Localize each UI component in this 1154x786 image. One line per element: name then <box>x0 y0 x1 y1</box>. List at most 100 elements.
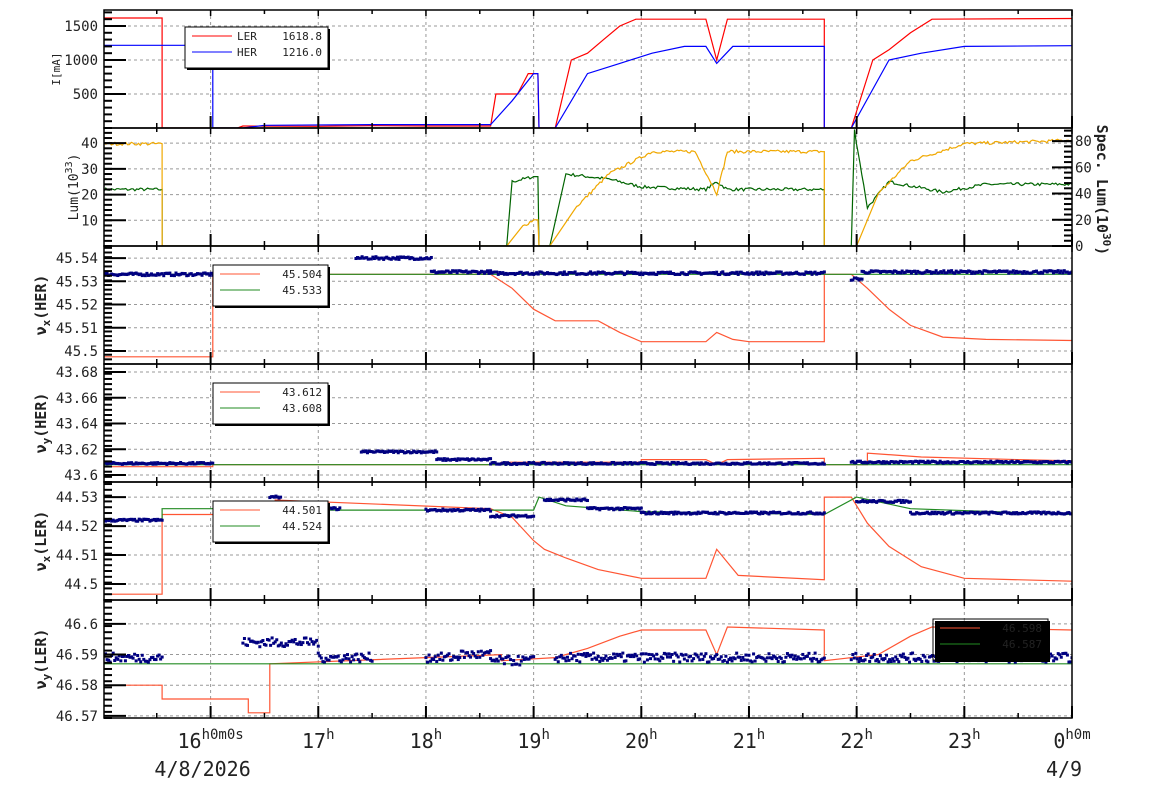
scatter-point <box>445 509 449 513</box>
scatter-point <box>382 450 386 454</box>
y-axis-label: νy(LER) <box>32 629 53 690</box>
scatter-point <box>429 269 433 273</box>
scatter-point <box>727 462 731 466</box>
scatter-point <box>909 271 913 275</box>
y-tick-label: 1000 <box>64 53 98 69</box>
scatter-point <box>422 257 426 261</box>
scatter-point <box>618 270 622 274</box>
scatter-point <box>861 498 865 502</box>
scatter-point <box>613 507 617 511</box>
scatter-point <box>957 460 961 464</box>
scatter-point <box>104 272 108 276</box>
scatter-point <box>793 271 797 275</box>
scatter-point <box>915 657 919 661</box>
label-end: (HER) <box>32 275 50 320</box>
scatter-point <box>587 507 591 511</box>
scatter-point <box>750 660 754 664</box>
scatter-point <box>908 500 912 504</box>
y-tick-label: 45.52 <box>56 298 98 314</box>
scatter-point <box>493 515 497 519</box>
scatter-point <box>435 659 439 663</box>
scatter-point <box>573 499 577 503</box>
scatter-point <box>822 656 826 660</box>
scatter-point <box>442 508 446 512</box>
scatter-point <box>529 515 533 519</box>
scatter-point <box>145 659 149 663</box>
scatter-point <box>892 659 896 663</box>
scatter-point <box>279 495 283 499</box>
scatter-point <box>1015 511 1019 515</box>
scatter-point <box>902 500 906 504</box>
scatter-point <box>470 269 474 273</box>
scatter-point <box>650 512 654 516</box>
scatter-point <box>1024 512 1028 516</box>
scatter-point <box>445 653 449 657</box>
data-layer <box>104 255 1072 358</box>
scatter-point <box>469 270 473 274</box>
scatter-point <box>889 270 893 274</box>
scatter-point <box>759 510 763 514</box>
scatter-point <box>970 510 974 514</box>
scatter-point <box>362 450 366 454</box>
scatter-point <box>784 462 788 466</box>
scatter-point <box>436 457 440 461</box>
scatter-point <box>707 271 711 275</box>
scatter-point <box>590 657 594 661</box>
scatter-point <box>455 458 459 462</box>
scatter-point <box>172 461 176 465</box>
scatter-point <box>636 271 640 275</box>
scatter-point <box>561 497 565 501</box>
scatter-point <box>616 654 620 658</box>
scatter-point <box>959 269 963 273</box>
scatter-point <box>891 460 895 464</box>
scatter-point <box>267 638 271 642</box>
scatter-point <box>443 270 447 274</box>
scatter-point <box>656 461 660 465</box>
scatter-point <box>875 657 879 661</box>
scatter-point <box>558 461 562 465</box>
scatter-point <box>473 508 477 512</box>
scatter-point <box>953 271 957 275</box>
scatter-point <box>256 640 260 644</box>
scatter-point <box>485 458 489 462</box>
scatter-point <box>1058 460 1062 464</box>
scatter-point <box>473 269 477 273</box>
scatter-point <box>1044 269 1048 273</box>
scatter-point <box>160 461 164 465</box>
scatter-point <box>652 654 656 658</box>
scatter-point <box>456 655 460 659</box>
scatter-point <box>140 461 144 465</box>
scatter-point <box>732 656 736 660</box>
scatter-point <box>739 658 743 662</box>
scatter-point <box>470 507 474 511</box>
scatter-point <box>507 272 511 276</box>
scatter-point <box>490 659 494 663</box>
scatter-point <box>550 462 554 466</box>
series-set <box>104 626 1072 714</box>
legend-value: 44.501 <box>282 504 322 517</box>
label-main: Lum(10 <box>67 173 82 220</box>
scatter-point <box>767 461 771 465</box>
scatter-point <box>621 507 625 511</box>
label-end: (LER) <box>32 629 50 674</box>
y-tick-label: 43.66 <box>56 391 98 407</box>
scatter-point <box>934 460 938 464</box>
scatter-point <box>725 272 729 276</box>
scatter-point <box>715 512 719 516</box>
scatter-point <box>613 270 617 274</box>
scatter-point <box>131 518 135 522</box>
scatter-point <box>605 271 609 275</box>
scatter-point <box>509 514 513 518</box>
scatter-point <box>915 459 919 463</box>
scatter-point <box>1002 510 1006 514</box>
scatter-point <box>815 657 819 661</box>
scatter-point <box>174 462 178 466</box>
scatter-point <box>553 498 557 502</box>
scatter-point <box>739 270 743 274</box>
scatter-point <box>947 510 951 514</box>
scatter-point <box>1018 270 1022 274</box>
legend-box <box>184 26 329 69</box>
scatter-point <box>718 510 722 514</box>
scatter-point <box>725 512 729 516</box>
scatter-point <box>607 507 611 511</box>
